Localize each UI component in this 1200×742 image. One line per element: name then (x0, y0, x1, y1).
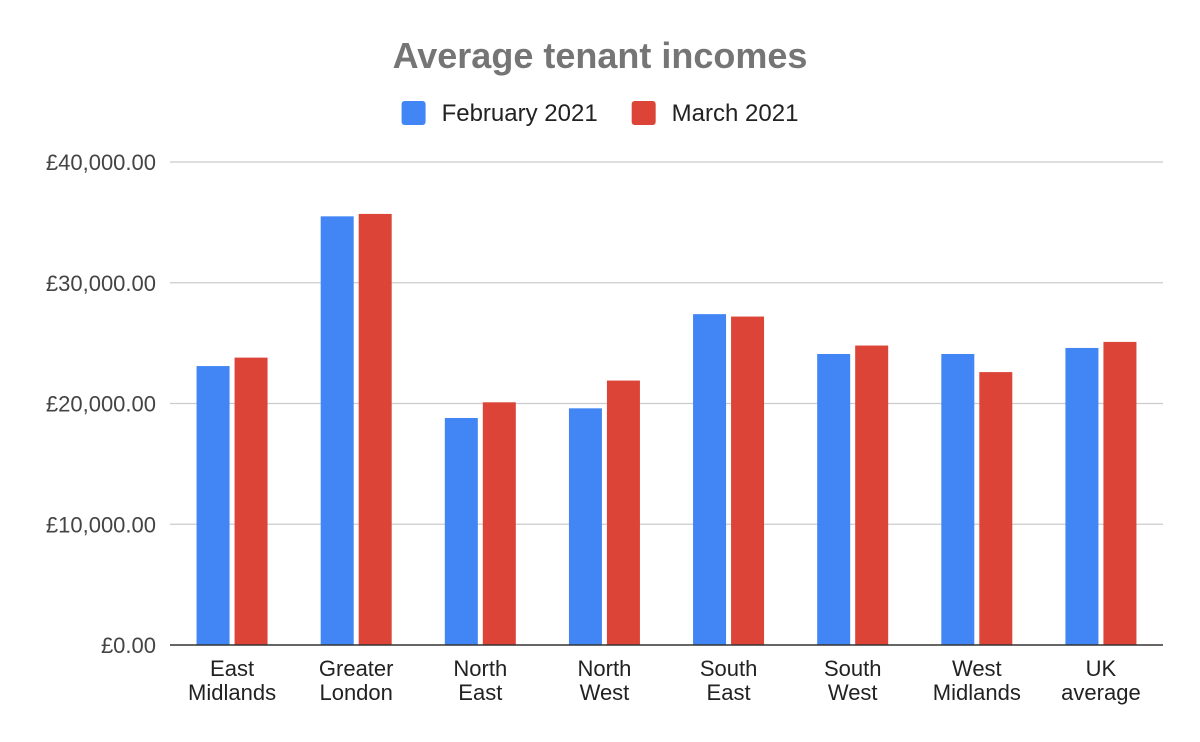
bar-february-2021 (1065, 347, 1099, 645)
y-tick-label: £10,000.00 (46, 512, 156, 537)
x-category-label: South West (824, 656, 882, 705)
x-category-label: UK average (1061, 656, 1141, 705)
x-category-label: East Midlands (188, 656, 276, 705)
x-category-label: North East (453, 656, 507, 705)
bar-march-2021 (606, 380, 640, 645)
bar-february-2021 (568, 408, 602, 645)
bar-march-2021 (979, 372, 1013, 645)
legend-swatch (401, 101, 426, 125)
x-category-label: South East (700, 656, 758, 705)
bar-february-2021 (941, 353, 975, 645)
bar-february-2021 (693, 314, 727, 645)
x-category-label: North West (578, 656, 632, 705)
y-tick-label: £0.00 (101, 633, 156, 658)
x-category-label: West Midlands (933, 656, 1021, 705)
y-tick-label: £20,000.00 (46, 392, 156, 417)
y-tick-label: £40,000.00 (46, 150, 156, 175)
legend-label: March 2021 (672, 100, 799, 127)
y-tick-label: £30,000.00 (46, 271, 156, 296)
bar-march-2021 (358, 213, 392, 646)
axes: £0.00 £10,000.00 £20,000.00 £30,000.00 £40,0… (46, 150, 1163, 705)
legend-label: February 2021 (442, 100, 598, 127)
bar-march-2021 (731, 316, 765, 645)
grid-lines (170, 161, 1163, 525)
bar-march-2021 (234, 357, 268, 645)
bar-march-2021 (1103, 341, 1137, 645)
bar-february-2021 (320, 216, 354, 645)
bar-february-2021 (444, 417, 478, 645)
chart-title: Average tenant incomes (393, 35, 808, 76)
bar-february-2021 (196, 366, 230, 645)
legend-swatch (631, 101, 656, 125)
bars (196, 213, 1137, 646)
bar-february-2021 (817, 353, 851, 645)
bar-march-2021 (855, 345, 889, 645)
legend: February 2021 March 2021 (401, 100, 799, 127)
x-category-label: Greater London (319, 656, 394, 705)
bar-march-2021 (482, 402, 516, 645)
